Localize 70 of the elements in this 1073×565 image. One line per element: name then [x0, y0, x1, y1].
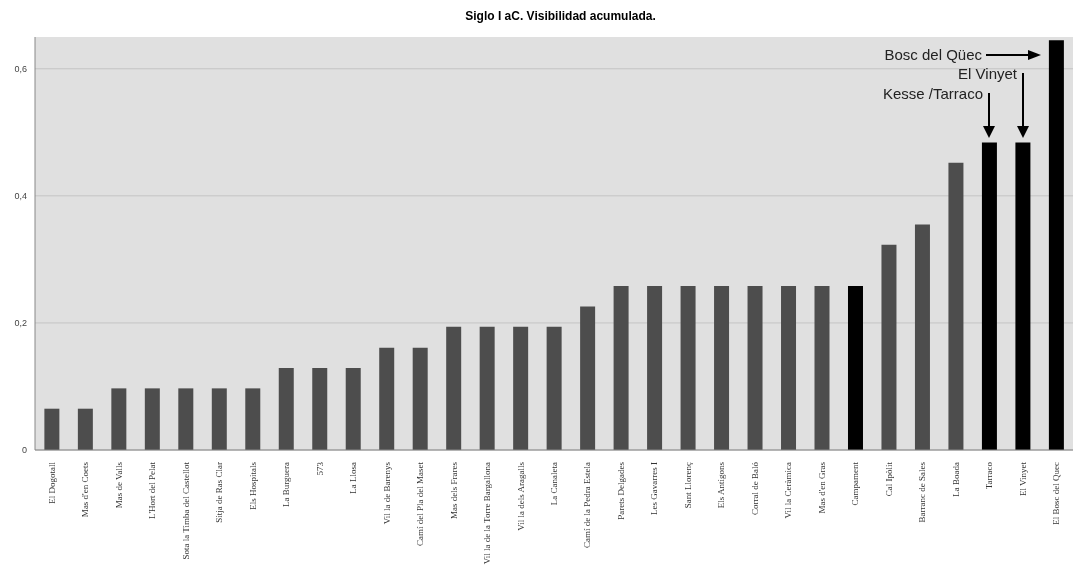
y-tick-label: 0: [21, 445, 27, 456]
x-tick-label: El Vinyet: [1017, 461, 1028, 497]
x-tick-label: Sant Llorenç: [682, 462, 693, 509]
x-tick-label: Sitja de Ras Clar: [214, 462, 225, 523]
x-tick-label: Els Antigons: [716, 461, 727, 509]
bar: [379, 347, 395, 450]
x-tick-label: La Llosa: [348, 462, 359, 494]
bar: [680, 286, 696, 450]
x-tick-label: Vil la de Barenys: [381, 461, 392, 525]
x-tick-label: 573: [314, 461, 325, 476]
annotation: Bosc del Qüec: [884, 46, 983, 63]
bar: [881, 244, 897, 450]
chart-title: Siglo I aC. Visibilidad acumulada.: [464, 8, 657, 25]
y-tick-label: 0,2: [14, 318, 27, 329]
x-tick-label: Corral de Baló: [749, 461, 760, 515]
y-tick-label: 0,4: [14, 191, 27, 202]
bar: [211, 388, 227, 450]
bar: [144, 388, 160, 450]
x-tick-label: Cal Ipòlit: [883, 461, 894, 497]
bar: [814, 286, 830, 450]
bar: [781, 286, 797, 450]
bar: [479, 326, 495, 450]
x-tick-label: Camí del Pla del Maset: [415, 461, 426, 546]
x-tick-label: La Boada: [950, 461, 961, 497]
x-tick-label: Vil la dels Aragalls: [515, 461, 526, 531]
bar: [278, 368, 294, 450]
bar: [981, 142, 997, 450]
x-tick-label: Sota la Timba del Castellot: [180, 461, 191, 560]
x-tick-label: Mas dels Frares: [448, 461, 459, 519]
x-tick-label: Mas d'en Gras: [816, 461, 827, 514]
x-tick-label: Barranc de Sales: [917, 461, 928, 523]
x-tick-label: L'Hort del Pelat: [147, 461, 158, 520]
x-tick-label: La Canaleta: [549, 462, 559, 506]
annotation: El Vinyet: [958, 65, 1018, 82]
bar: [1048, 40, 1064, 450]
x-tick-label: Camí de la Pedra Estela: [582, 462, 593, 548]
bar: [580, 306, 596, 450]
bar: [111, 388, 127, 450]
bar: [914, 224, 930, 450]
bar: [948, 162, 964, 450]
bar: [245, 388, 261, 450]
bar: [613, 286, 629, 450]
bar: [513, 326, 529, 450]
bar: [77, 408, 93, 450]
bar: [847, 286, 863, 450]
y-tick-label: 0,6: [14, 63, 27, 74]
bar: [747, 286, 763, 450]
x-tick-label: El Dogotall: [46, 461, 57, 504]
x-tick-label: Tarraco: [984, 461, 995, 490]
bar: [446, 326, 462, 450]
x-tick-label: Parets Delgades: [615, 461, 626, 520]
bar: [412, 347, 428, 450]
x-tick-label: Campament: [850, 461, 861, 506]
bar: [178, 388, 194, 450]
x-tick-label: Vil la de la Torre Bargallona: [482, 462, 493, 565]
bar: [44, 408, 60, 450]
x-tick-label: Els Hospitals: [247, 461, 258, 510]
bar: [546, 326, 562, 450]
x-tick-label: Mas de Valls: [113, 461, 124, 509]
bar: [714, 286, 730, 450]
x-tick-label: La Burguera: [281, 462, 292, 508]
x-tick-label: El Bosc del Quec: [1051, 462, 1062, 525]
x-tick-label: Vil la Ceràmica: [783, 462, 794, 519]
bar: [312, 368, 328, 450]
x-tick-label: Mas d'en Coets: [80, 461, 91, 518]
x-tick-label: Les Gavarres I: [649, 462, 660, 515]
bar: [345, 368, 361, 450]
annotation: Kesse /Tarraco: [882, 85, 983, 102]
bar: [1015, 142, 1031, 450]
bar: [647, 286, 663, 450]
